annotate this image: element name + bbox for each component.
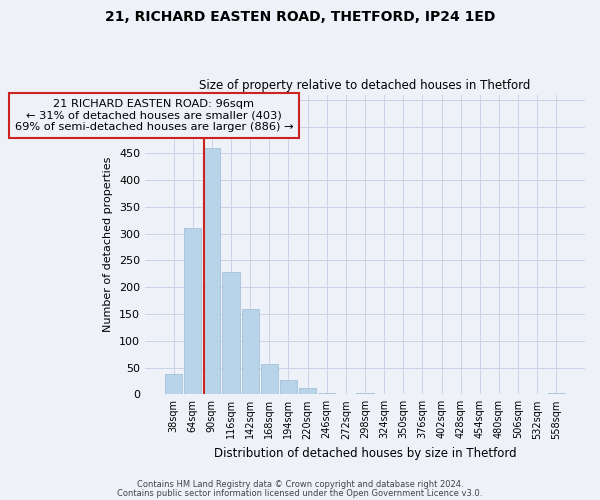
Bar bbox=[223, 272, 239, 394]
Title: Size of property relative to detached houses in Thetford: Size of property relative to detached ho… bbox=[199, 79, 530, 92]
Bar bbox=[242, 308, 259, 394]
Bar bbox=[299, 388, 316, 394]
Bar bbox=[356, 393, 374, 394]
Text: Contains public sector information licensed under the Open Government Licence v3: Contains public sector information licen… bbox=[118, 488, 482, 498]
Bar bbox=[260, 364, 278, 394]
Bar bbox=[280, 380, 297, 394]
X-axis label: Distribution of detached houses by size in Thetford: Distribution of detached houses by size … bbox=[214, 447, 516, 460]
Text: Contains HM Land Registry data © Crown copyright and database right 2024.: Contains HM Land Registry data © Crown c… bbox=[137, 480, 463, 489]
Bar bbox=[184, 228, 202, 394]
Y-axis label: Number of detached properties: Number of detached properties bbox=[103, 156, 113, 332]
Bar bbox=[318, 392, 335, 394]
Bar bbox=[548, 392, 565, 394]
Bar bbox=[203, 148, 220, 394]
Bar bbox=[165, 374, 182, 394]
Text: 21, RICHARD EASTEN ROAD, THETFORD, IP24 1ED: 21, RICHARD EASTEN ROAD, THETFORD, IP24 … bbox=[105, 10, 495, 24]
Text: 21 RICHARD EASTEN ROAD: 96sqm
← 31% of detached houses are smaller (403)
69% of : 21 RICHARD EASTEN ROAD: 96sqm ← 31% of d… bbox=[14, 99, 293, 132]
